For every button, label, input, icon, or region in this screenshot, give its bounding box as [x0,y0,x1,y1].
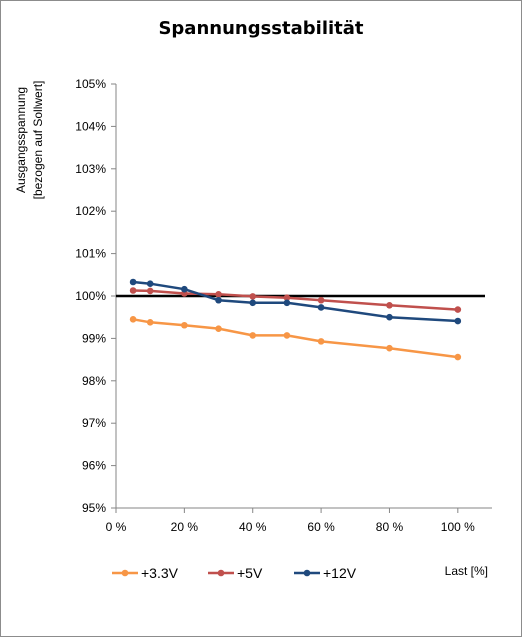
data-point-33V [283,332,291,339]
data-point-33V [146,318,154,326]
data-point-12V [129,278,137,286]
data-point-33V [181,321,188,329]
x-tick-label: 0 % [106,520,127,534]
legend-label-33V: +3.3V [141,565,179,581]
x-tick-label: 100 % [441,520,475,534]
y-tick-label: 104% [75,119,106,133]
y-tick-label: 99% [82,331,106,345]
y-tick-label: 100% [75,289,106,303]
data-point-5V [283,294,291,301]
x-tick-label: 20 % [171,520,199,534]
y-tick-label: 102% [75,204,106,218]
plot-area: 95% 96% 97% 98% 99% 100% 101% 102% 103% 104% 105% 0… [75,77,492,534]
data-point-5V [249,293,257,300]
data-point-33V [454,353,462,361]
chart-title: Spannungsstabilität [158,18,363,39]
data-point-12V [215,296,222,304]
data-point-5V [215,291,222,298]
y-tick-label: 96% [82,459,106,473]
x-tick-label: 40 % [239,520,267,534]
y-tick-label: 105% [75,77,106,91]
data-point-5V [454,306,462,313]
data-point-12V [146,280,154,288]
data-point-33V [215,325,222,332]
y-tick-label: 97% [82,416,106,430]
data-point-33V [386,344,393,352]
x-tick-label: 80 % [376,520,404,534]
legend-marker-5V [217,569,225,577]
data-point-12V [386,313,393,321]
data-point-12V [283,299,291,307]
data-point-33V [317,338,325,345]
data-point-12V [454,317,462,325]
data-point-12V [181,285,188,293]
x-tick-label: 60 % [307,520,335,534]
y-tick-label: 103% [75,162,106,176]
y-tick-label: 101% [75,247,106,261]
legend-label-5V: +5V [237,565,263,581]
y-axis-label-line1: Ausgangsspannung [14,87,28,193]
y-axis-label-line2: [bezogen auf Sollwert] [31,81,45,200]
data-point-5V [146,287,154,295]
data-point-12V [317,304,325,311]
x-axis-label: Last [%] [445,564,488,578]
data-point-5V [129,287,137,294]
data-point-12V [249,299,257,307]
data-point-33V [249,332,257,339]
data-point-5V [386,302,393,309]
data-point-5V [317,296,325,304]
legend-marker-12V [303,569,311,577]
legend-marker-33V [121,569,129,577]
legend-label-12V: +12V [323,565,357,581]
data-point-33V [129,316,137,323]
y-tick-label: 95% [82,501,106,515]
legend: +3.3V +5V +12V [112,565,357,581]
y-tick-label: 98% [82,374,106,388]
